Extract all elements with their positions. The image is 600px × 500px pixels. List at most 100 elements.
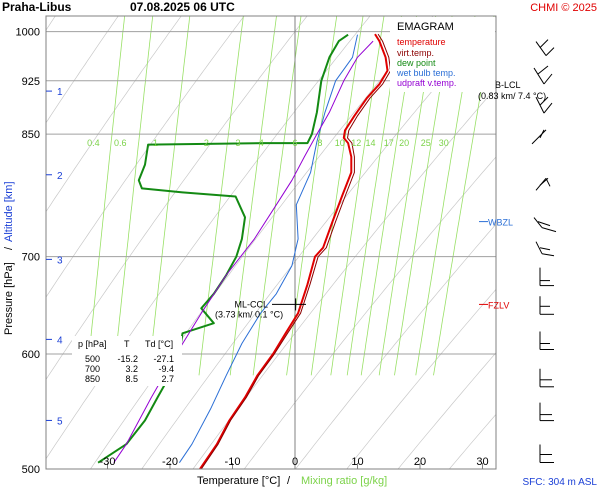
wind-barb-stroke (539, 96, 549, 106)
table-header-t: T (124, 339, 130, 349)
dry-adiabat (243, 156, 496, 469)
mixing-ratio-label: 12 (351, 138, 361, 148)
mixing-ratio-label: 6 (292, 138, 297, 148)
mixing-ratio-label: 30 (439, 138, 449, 148)
mixing-ratio-line (330, 16, 385, 376)
mixing-ratio-label: 1 (153, 138, 158, 148)
series-layer (97, 33, 392, 469)
legend-updraft: udpraft v.temp. (397, 78, 456, 88)
x-tick-label: -30 (100, 456, 116, 468)
mixing-ratio-label: 25 (421, 138, 431, 148)
legend-wet-bulb: wet bulb temp. (396, 68, 456, 78)
table-header-td: Td [°C] (145, 339, 173, 349)
mixing-ratio-line (310, 16, 364, 376)
wind-barb-stroke (543, 73, 553, 85)
x-axis-label-sep: / (287, 475, 291, 487)
table-row-p: 700 (85, 364, 100, 374)
x-tick-label: -10 (225, 456, 241, 468)
x-axis-label-mixing: Mixing ratio [g/kg] (301, 475, 387, 487)
surface-elevation: SFC: 304 m ASL (523, 477, 598, 488)
wind-barb-stroke (539, 177, 549, 186)
wind-barb-stroke (537, 65, 549, 75)
altitude-tick-label: 2 (57, 171, 63, 182)
sb-lcl-detail: (0.83 km/ 7.4 °C) (478, 91, 546, 101)
altitude-tick-label: 4 (57, 335, 63, 346)
wind-barb-stroke (533, 67, 545, 85)
wind-barb (533, 65, 553, 85)
mixing-ratio-label: 4 (259, 138, 264, 148)
x-tick-label: -20 (162, 456, 178, 468)
sb-lcl-label: SB-LCL (489, 80, 521, 90)
wind-barb (531, 129, 547, 145)
table-row-p: 500 (85, 354, 100, 364)
dry-adiabat (46, 16, 308, 381)
wind-barb (533, 217, 557, 233)
mixing-ratio-line (229, 16, 277, 376)
wind-barb-stroke (535, 41, 547, 56)
dry-adiabat (397, 352, 496, 469)
table-row-t: 3.2 (125, 364, 138, 374)
station-name: Praha-Libus (2, 0, 72, 14)
dry-adiabat (46, 16, 245, 298)
wind-barb-stroke (539, 129, 545, 139)
x-tick-label: 30 (476, 456, 488, 468)
mixing-ratio-line (148, 16, 191, 376)
x-tick-label: 0 (292, 456, 298, 468)
wbzl-label: WBZL (488, 218, 513, 228)
wind-barb-stroke (545, 47, 555, 56)
wind-barb (535, 177, 551, 191)
series-virt-temp (200, 33, 392, 469)
table-row-td: -9.4 (158, 364, 174, 374)
y-axis-label-pressure: Pressure [hPa] (3, 262, 15, 335)
mixing-ratio-line (286, 16, 338, 376)
series-temperature (199, 33, 389, 469)
legend: EMAGRAM temperature virt.temp. dew point… (390, 17, 495, 92)
wind-barb-stroke (531, 129, 547, 145)
pressure-tick-label: 925 (22, 76, 40, 88)
wind-barb (539, 402, 554, 422)
chart-title: EMAGRAM (397, 21, 454, 33)
legend-box (390, 17, 495, 92)
fzlv-label: FZLV (488, 300, 509, 310)
mixing-ratio-label: 14 (365, 138, 375, 148)
table-background (72, 336, 182, 386)
wind-barb-stroke (539, 247, 551, 251)
ml-ccl-label: ML-CCL (234, 299, 268, 309)
mixing-ratio-label: 8 (317, 138, 322, 148)
altitude-tick-label: 3 (57, 255, 63, 266)
mixing-ratio-label: 10 (335, 138, 345, 148)
wind-barb-stroke (541, 227, 557, 233)
table-row-p: 850 (85, 374, 100, 384)
pressure-tick-label: 850 (22, 129, 40, 141)
mixing-ratio-label: 17 (384, 138, 394, 148)
mixing-ratio-line (252, 16, 302, 376)
datetime: 07.08.2025 06 UTC (130, 0, 235, 14)
wind-barb (539, 368, 554, 388)
table-header-p: p [hPa] (78, 339, 107, 349)
wind-barb (535, 96, 553, 114)
x-axis-label: Temperature [°C] (197, 475, 280, 487)
wind-barb (535, 39, 555, 56)
pressure-tick-label: 1000 (16, 27, 40, 39)
wind-barb (539, 267, 554, 287)
wind-barbs (531, 39, 557, 463)
y-axis-label-sep: / (3, 246, 15, 250)
dry-adiabat (192, 86, 496, 469)
wind-barb (539, 444, 554, 463)
axis-layer: 0.4 0.6 1 2 3 4 6 8 10 12 14 17 20 25 3050060070085092… (16, 27, 489, 476)
pressure-tick-label: 600 (22, 349, 40, 361)
x-tick-label: 20 (414, 456, 426, 468)
wind-barb (539, 296, 554, 315)
table-row-t: -15.2 (117, 354, 138, 364)
mixing-ratio-label: 0.4 (87, 138, 100, 148)
ml-ccl-detail: (3.73 km/ 0.1 °C) (215, 309, 283, 319)
mixing-ratio-label: 20 (399, 138, 409, 148)
wind-barb-stroke (541, 253, 555, 257)
mixing-ratio-line (113, 16, 154, 376)
data-table: p [hPa] T Td [°C] 500 -15.2 -27.1 700 3.… (72, 336, 182, 386)
x-tick-label: 10 (351, 456, 363, 468)
wind-barb-stroke (535, 241, 543, 254)
legend-virt-temp: virt.temp. (397, 48, 434, 58)
table-row-t: 8.5 (125, 374, 138, 384)
